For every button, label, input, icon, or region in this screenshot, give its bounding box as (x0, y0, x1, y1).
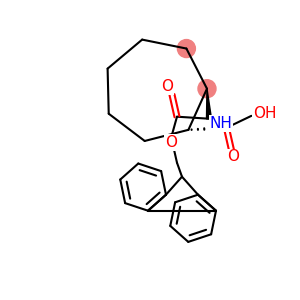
Text: OH: OH (253, 106, 276, 121)
Text: O: O (227, 149, 239, 164)
Circle shape (198, 80, 216, 98)
Polygon shape (206, 89, 211, 119)
Text: O: O (165, 135, 177, 150)
Text: O: O (161, 79, 173, 94)
Circle shape (177, 40, 195, 58)
Text: NH: NH (209, 116, 232, 131)
